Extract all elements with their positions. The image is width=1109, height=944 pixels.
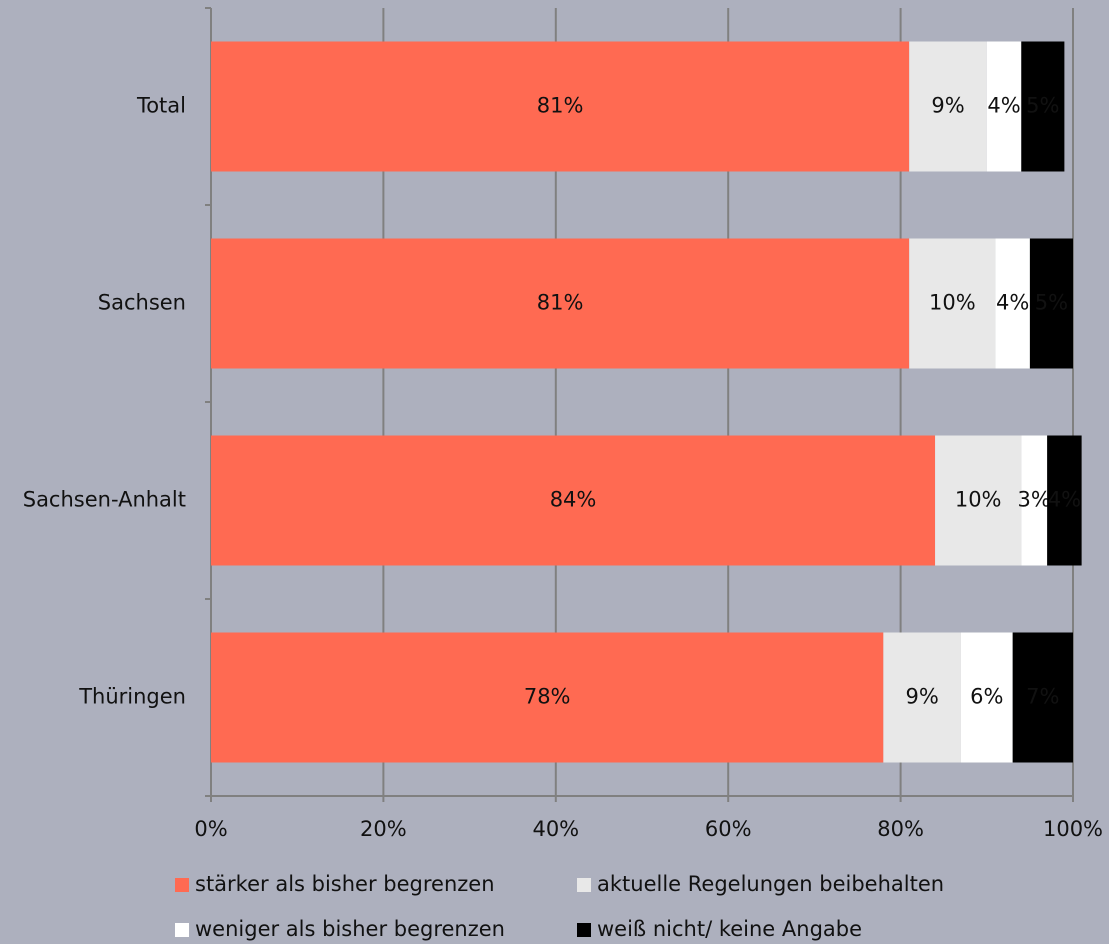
bar-segment [909,238,996,369]
bar-segment [211,41,910,172]
bar-segment [1012,632,1073,763]
bar-segment [1047,435,1082,566]
bar-segment [995,238,1030,369]
value-label: 6% [970,685,1003,709]
x-tick-label: 0% [194,817,227,841]
legend-label: weiß nicht/ keine Angabe [597,917,862,941]
value-label: 78% [524,685,571,709]
bar-segment [935,435,1022,566]
bar-segment [1021,435,1048,566]
bar-segment [211,632,884,763]
y-tick-label: Total [136,94,186,118]
bar-segment [883,632,961,763]
value-label: 10% [929,291,976,315]
value-label: 84% [550,488,597,512]
y-tick-label: Thüringen [78,685,186,709]
y-tick-label: Sachsen-Anhalt [23,488,186,512]
legend-label: stärker als bisher begrenzen [195,872,495,896]
bar-segment [1029,238,1073,369]
bar-segment [211,435,936,566]
value-label: 10% [955,488,1002,512]
bar-segment [960,632,1013,763]
value-label: 81% [537,94,584,118]
y-tick-label: Sachsen [98,291,186,315]
value-label: 7% [1026,685,1059,709]
legend-swatch [175,878,189,892]
legend-swatch [175,923,189,937]
value-label: 81% [537,291,584,315]
x-tick-label: 60% [705,817,752,841]
legend-swatch [577,923,591,937]
bar-segment [986,41,1022,172]
x-tick-label: 80% [877,817,924,841]
value-label: 9% [905,685,938,709]
legend-label: aktuelle Regelungen beibehalten [597,872,944,896]
value-label: 9% [931,94,964,118]
value-label: 5% [1035,291,1068,315]
value-label: 4% [1048,488,1081,512]
value-label: 4% [996,291,1029,315]
value-label: 3% [1018,488,1051,512]
bar-segment [1021,41,1065,172]
value-label: 4% [987,94,1020,118]
value-label: 5% [1026,94,1059,118]
x-tick-label: 40% [532,817,579,841]
bar-segment [211,238,910,369]
legend-swatch [577,878,591,892]
legend-label: weniger als bisher begrenzen [195,917,505,941]
x-tick-label: 20% [360,817,407,841]
x-tick-label: 100% [1043,817,1103,841]
bar-segment [909,41,987,172]
